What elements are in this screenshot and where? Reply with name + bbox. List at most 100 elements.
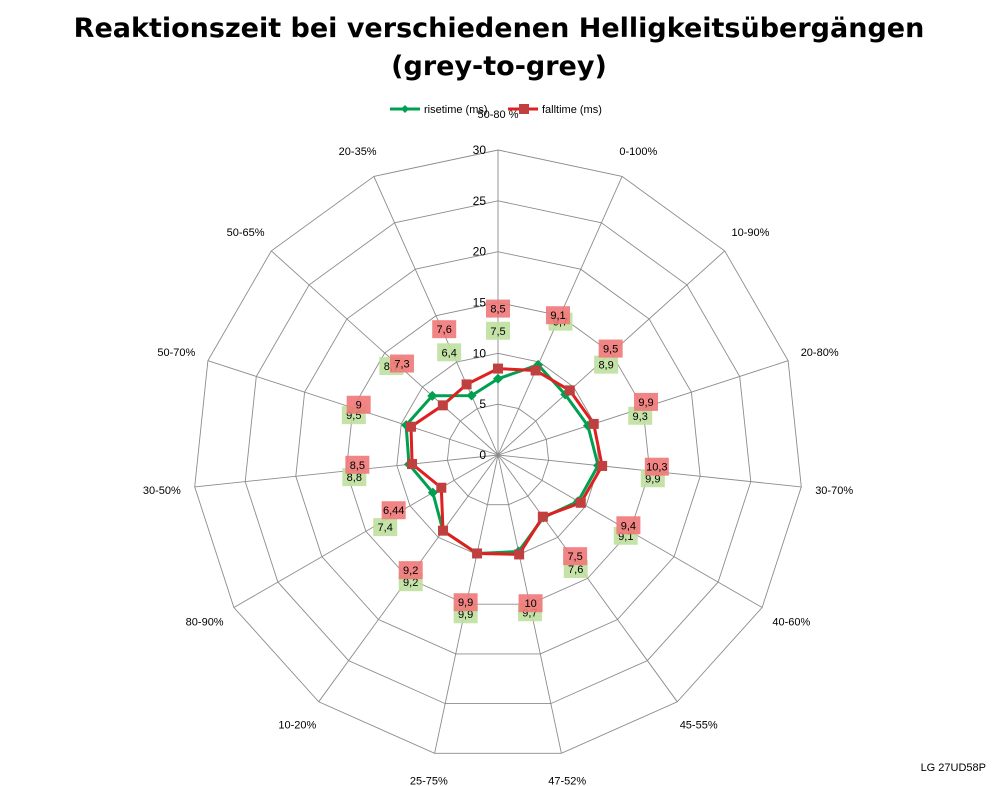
svg-text:9,4: 9,4	[621, 520, 636, 532]
falltime-marker	[407, 459, 418, 470]
risetime-marker	[427, 390, 438, 401]
falltime-data-label: 7,3	[389, 354, 414, 373]
radial-tick-labels: 0 5 10 15 20 25 30	[473, 143, 487, 462]
falltime-marker	[493, 363, 503, 374]
category-label: 10-90%	[732, 227, 770, 239]
svg-text:9,1: 9,1	[550, 310, 565, 322]
category-label: 30-70%	[815, 485, 853, 497]
category-label: 20-35%	[339, 146, 377, 158]
tick-label: 0	[479, 448, 486, 462]
series-layer	[401, 359, 608, 560]
chart-title: Reaktionszeit bei verschiedenen Helligke…	[0, 10, 998, 86]
risetime-data-label: 9,3	[628, 406, 653, 425]
svg-text:7,6: 7,6	[437, 324, 452, 336]
svg-text:9,9: 9,9	[638, 397, 653, 409]
legend-item-risetime: risetime (ms)	[390, 104, 488, 116]
tick-label: 25	[473, 194, 487, 208]
tick-label: 20	[473, 245, 487, 259]
falltime-data-label: 9,1	[546, 306, 571, 325]
category-label: 30-50%	[143, 485, 181, 497]
falltime-marker	[437, 400, 448, 411]
tick-label: 5	[479, 397, 486, 411]
svg-text:9,9: 9,9	[645, 473, 660, 485]
falltime-marker	[575, 497, 586, 508]
svg-text:9,9: 9,9	[458, 609, 473, 621]
falltime-marker	[537, 511, 548, 522]
category-label: 0-100%	[619, 146, 657, 158]
category-label: 50-70%	[157, 347, 195, 359]
grid-ring	[244, 200, 752, 705]
category-label: 10-20%	[278, 719, 316, 731]
svg-text:falltime (ms): falltime (ms)	[542, 104, 602, 116]
svg-text:7,5: 7,5	[567, 551, 582, 563]
grid-ring	[446, 403, 550, 506]
falltime-marker	[588, 418, 599, 429]
svg-text:9,2: 9,2	[403, 565, 418, 577]
risetime-data-label: 7,5	[486, 321, 510, 340]
falltime-data-label: 9,9	[634, 392, 659, 411]
falltime-marker	[472, 548, 483, 559]
svg-text:9,3: 9,3	[633, 411, 648, 423]
falltime-marker	[405, 421, 416, 432]
falltime-marker	[597, 460, 608, 471]
falltime-data-label: 9,2	[398, 561, 423, 580]
falltime-data-label: 10	[518, 594, 543, 613]
falltime-marker	[461, 379, 472, 390]
chart-title-line2: (grey-to-grey)	[391, 51, 607, 82]
falltime-data-label: 9	[346, 395, 371, 414]
falltime-data-label: 6,44	[381, 501, 406, 520]
grid-ring	[295, 251, 701, 655]
grid-ring	[345, 302, 651, 605]
spoke	[233, 454, 499, 608]
tick-label: 10	[473, 346, 487, 360]
risetime-data-label: 8,9	[594, 355, 619, 374]
category-label: 50-80 %	[478, 109, 519, 121]
svg-text:9,5: 9,5	[603, 344, 618, 356]
tick-label: 15	[473, 296, 487, 310]
svg-text:9: 9	[356, 400, 362, 412]
falltime-marker	[436, 482, 447, 493]
category-label: 20-80%	[801, 347, 839, 359]
risetime-marker	[427, 487, 438, 498]
legend: risetime (ms) falltime (ms)	[390, 104, 602, 116]
spoke	[270, 250, 499, 456]
svg-text:8,8: 8,8	[347, 472, 362, 484]
falltime-data-label: 9,4	[616, 516, 641, 535]
risetime-data-label: 7,4	[373, 518, 398, 537]
category-label: 25-75%	[410, 776, 448, 786]
monitor-model-label: LG 27UD58P	[920, 762, 986, 774]
category-labels: 50-80 % 0-100% 10-90% 20-80% 30-70% 40-60% 45-…	[143, 109, 853, 786]
falltime-data-label: 7,5	[563, 547, 588, 566]
risetime-marker	[493, 373, 503, 384]
falltime-marker	[564, 385, 575, 396]
falltime-data-label: 8,5	[486, 299, 510, 318]
series-line	[409, 367, 604, 556]
svg-text:9,9: 9,9	[458, 597, 473, 609]
chart-title-line1: Reaktionszeit bei verschiedenen Helligke…	[73, 13, 925, 44]
risetime-data-label: 6,4	[437, 343, 462, 362]
category-label: 40-60%	[772, 617, 810, 629]
svg-text:7,3: 7,3	[394, 359, 409, 371]
legend-item-falltime: falltime (ms)	[508, 104, 602, 116]
svg-text:6,44: 6,44	[383, 505, 404, 517]
category-label: 47-52%	[548, 776, 586, 786]
svg-text:7,6: 7,6	[568, 564, 583, 576]
spoke	[497, 454, 678, 703]
falltime-marker	[438, 525, 449, 536]
falltime-marker	[514, 549, 525, 560]
svg-text:7,4: 7,4	[378, 522, 393, 534]
svg-text:8,5: 8,5	[350, 460, 365, 472]
category-label: 50-65%	[227, 227, 265, 239]
spoke	[373, 176, 499, 456]
falltime-data-label: 8,5	[345, 455, 370, 474]
svg-text:7,5: 7,5	[490, 326, 505, 338]
data-labels: 7,59,78,99,39,99,17,69,79,99,27,48,89,58…	[341, 299, 669, 624]
category-label: 80-90%	[186, 617, 224, 629]
falltime-data-label: 7,6	[432, 320, 457, 339]
svg-text:6,4: 6,4	[442, 347, 457, 359]
svg-text:10: 10	[524, 598, 536, 610]
falltime-marker	[530, 365, 541, 376]
svg-text:risetime (ms): risetime (ms)	[424, 104, 488, 116]
falltime-data-label: 9,9	[453, 593, 478, 612]
